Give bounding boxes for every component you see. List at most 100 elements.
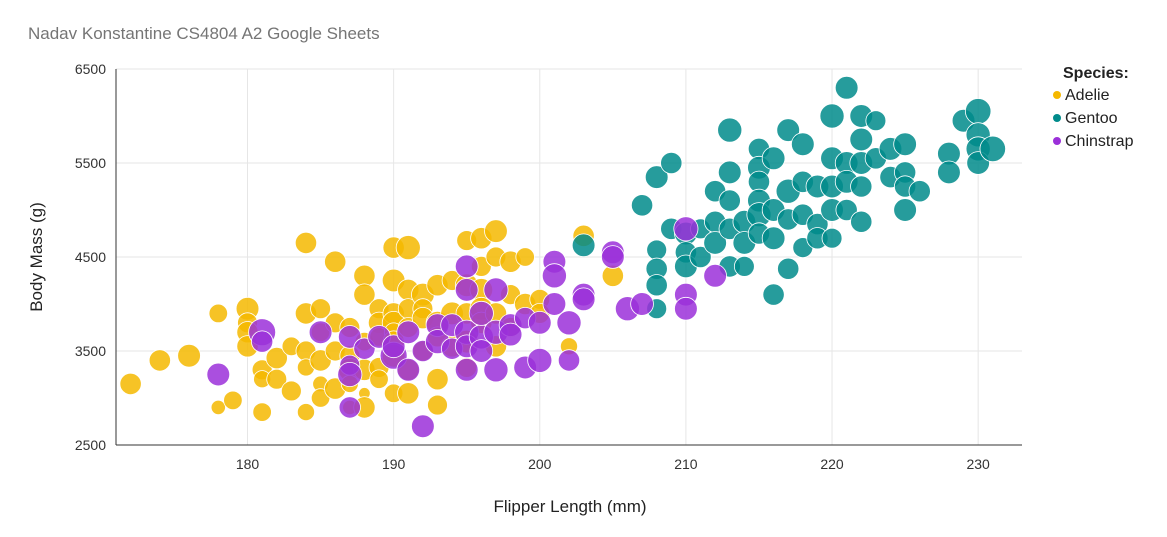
legend-label-adelie[interactable]: Adelie [1065,87,1110,104]
data-point-gentoo[interactable] [689,245,712,269]
data-point-gentoo[interactable] [819,103,845,129]
data-point-adelie[interactable] [515,247,535,267]
data-point-chinstrap[interactable] [469,339,494,363]
data-point-gentoo[interactable] [630,194,654,217]
data-point-chinstrap[interactable] [454,278,479,302]
data-point-gentoo[interactable] [777,257,800,280]
data-point-gentoo[interactable] [937,160,961,185]
data-point-adelie[interactable] [353,283,376,306]
data-point-gentoo[interactable] [964,98,992,125]
legend-title: Species: [1063,65,1129,82]
data-point-chinstrap[interactable] [251,330,274,353]
data-point-chinstrap[interactable] [454,254,479,279]
data-point-gentoo[interactable] [850,210,873,233]
data-point-gentoo[interactable] [865,110,887,132]
data-point-chinstrap[interactable] [673,216,699,242]
data-point-chinstrap[interactable] [411,414,435,439]
x-tick-label: 190 [382,456,406,472]
data-point-chinstrap[interactable] [468,300,494,326]
data-point-chinstrap[interactable] [601,245,625,269]
x-axis-label: Flipper Length (mm) [493,497,646,516]
data-point-chinstrap[interactable] [206,362,231,387]
y-axis-label: Body Mass (g) [27,202,46,312]
legend-label-chinstrap[interactable]: Chinstrap [1065,133,1134,150]
data-point-adelie[interactable] [265,346,288,370]
data-point-gentoo[interactable] [791,132,815,157]
x-tick-label: 200 [528,456,552,472]
legend-swatch-chinstrap [1053,137,1061,145]
data-point-chinstrap[interactable] [527,347,553,373]
data-point-adelie[interactable] [427,394,448,416]
data-point-gentoo[interactable] [645,274,668,297]
y-tick-label: 6500 [75,61,106,77]
data-point-gentoo[interactable] [703,231,727,255]
tick-labels: 2500 3500 4500 5500 6500 180 190 200 210 220 230 [75,61,990,472]
data-point-chinstrap[interactable] [381,334,406,359]
data-point-gentoo[interactable] [835,198,858,222]
data-point-chinstrap[interactable] [308,320,333,345]
data-point-gentoo[interactable] [718,189,741,212]
data-point-gentoo[interactable] [644,165,669,189]
data-point-chinstrap[interactable] [542,292,567,316]
data-point-adelie[interactable] [397,382,420,405]
data-point-adelie[interactable] [223,390,243,411]
data-point-chinstrap[interactable] [396,357,421,382]
x-tick-label: 180 [236,456,260,472]
data-point-chinstrap[interactable] [703,263,727,288]
data-point-chinstrap[interactable] [557,349,581,372]
data-point-gentoo[interactable] [733,255,755,277]
data-point-adelie[interactable] [177,343,201,368]
data-point-gentoo[interactable] [893,198,917,222]
x-tick-label: 230 [966,456,990,472]
data-point-chinstrap[interactable] [483,277,509,303]
data-point-adelie[interactable] [484,219,508,243]
data-point-gentoo[interactable] [717,160,742,185]
data-point-adelie[interactable] [252,402,272,422]
data-point-adelie[interactable] [296,403,315,422]
data-point-gentoo[interactable] [762,283,785,306]
data-point-chinstrap[interactable] [527,310,552,335]
data-point-adelie[interactable] [280,380,302,402]
data-point-adelie[interactable] [369,369,389,389]
data-point-adelie[interactable] [148,349,171,372]
data-point-gentoo[interactable] [893,132,917,157]
data-point-gentoo[interactable] [849,127,874,152]
grid-lines [116,68,1022,445]
data-point-chinstrap[interactable] [571,287,596,312]
data-point-chinstrap[interactable] [396,320,421,345]
data-point-chinstrap[interactable] [454,357,479,382]
data-point-chinstrap[interactable] [337,361,363,387]
data-point-chinstrap[interactable] [556,310,582,336]
data-point-gentoo[interactable] [761,146,786,171]
data-point-gentoo[interactable] [821,227,843,249]
data-point-gentoo[interactable] [908,180,931,203]
data-point-gentoo[interactable] [776,118,800,142]
data-point-adelie[interactable] [426,368,449,391]
data-point-adelie[interactable] [208,303,228,324]
data-point-adelie[interactable] [294,231,318,254]
data-point-adelie[interactable] [310,298,331,320]
data-point-adelie[interactable] [324,250,347,273]
data-point-gentoo[interactable] [834,76,859,100]
data-point-gentoo[interactable] [761,226,786,251]
data-point-gentoo[interactable] [646,239,668,261]
data-point-chinstrap[interactable] [338,396,361,419]
data-point-adelie[interactable] [210,399,226,415]
data-point-gentoo[interactable] [850,175,873,198]
data-point-gentoo[interactable] [717,117,743,143]
data-point-chinstrap[interactable] [630,292,654,316]
data-point-adelie[interactable] [119,372,142,395]
y-tick-label: 2500 [75,437,106,453]
legend-swatch-adelie [1053,91,1061,99]
legend-label-gentoo[interactable]: Gentoo [1065,110,1118,127]
data-point-chinstrap[interactable] [541,263,567,289]
data-point-gentoo[interactable] [660,151,683,175]
data-point-chinstrap[interactable] [674,296,698,321]
data-point-adelie[interactable] [353,264,376,287]
data-point-gentoo[interactable] [571,233,596,258]
data-point-chinstrap[interactable] [483,357,509,383]
data-point-adelie[interactable] [395,235,421,261]
data-point-chinstrap[interactable] [498,322,523,347]
data-point-adelie[interactable] [266,368,288,390]
data-point-gentoo[interactable] [979,135,1006,163]
